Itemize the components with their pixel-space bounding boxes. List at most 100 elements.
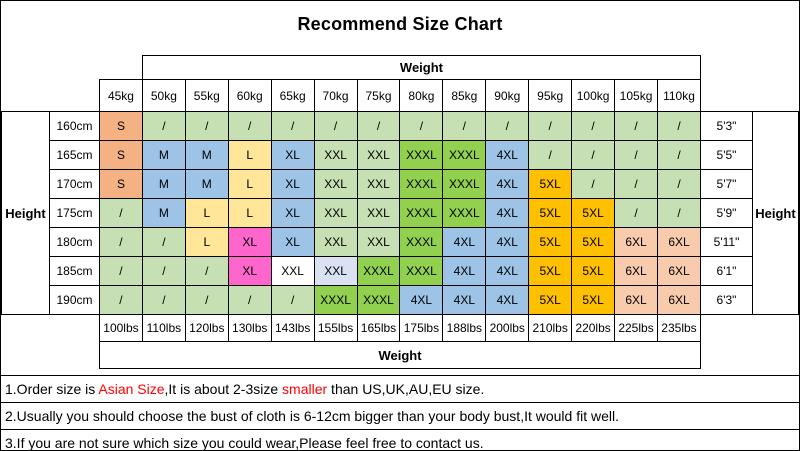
size-cell: 5XL xyxy=(571,227,616,257)
size-cell: 4XL xyxy=(485,140,530,170)
size-cell: 4XL xyxy=(485,227,530,257)
height-ft-label: 5'3" xyxy=(700,111,753,141)
table-row: 190cm / / / / / XXXL XXXL 4XL 4XL 4XL 5XL 5XL 6XL 6XL 6… xyxy=(2,285,799,315)
weight-kg-header: 65kg xyxy=(270,79,315,112)
empty-cell xyxy=(2,315,100,342)
size-cell: / xyxy=(614,169,658,199)
table-row: 175cm / M L L XL XXL XXL XXXL XXXL 4XL 5XL 5XL //5'9" xyxy=(2,198,799,228)
notes-section: 1.Order size is Asian Size,It is about 2… xyxy=(1,375,799,451)
size-cell: 5XL xyxy=(528,227,573,257)
size-cell: S xyxy=(99,140,143,170)
weight-lbs-label: 200lbs xyxy=(485,314,530,342)
weight-lbs-label: 130lbs xyxy=(227,314,272,342)
size-cell: / xyxy=(614,111,658,141)
size-cell: 6XL xyxy=(656,285,702,315)
size-cell: 5XL xyxy=(528,256,573,286)
weight-kg-header: 105kg xyxy=(614,79,658,112)
height-ft-label: 5'11" xyxy=(700,227,753,257)
note-text: 2.Usually you should choose the bust of … xyxy=(5,408,620,424)
size-cell: 4XL xyxy=(442,256,487,286)
table-row: Weight xyxy=(2,55,799,80)
size-cell: XL xyxy=(270,198,315,228)
table-row: 170cm S M M L XL XXL XXL XXXL XXXL 4XL 5XL / //5'7" xyxy=(2,169,799,199)
size-cell: XXL xyxy=(313,256,358,286)
note-text: 1.Order size is xyxy=(5,381,99,397)
size-cell: / xyxy=(141,111,186,141)
weight-kg-header: 60kg xyxy=(227,79,272,112)
weight-kg-header: 50kg xyxy=(141,79,186,112)
weight-lbs-label: 100lbs xyxy=(99,314,143,342)
empty-cell xyxy=(2,80,100,112)
size-cell: / xyxy=(184,285,229,315)
size-cell: 5XL xyxy=(571,285,616,315)
size-cell: XXXL xyxy=(442,140,487,170)
size-cell: / xyxy=(99,285,143,315)
size-cell: XXXL xyxy=(313,285,358,315)
size-cell: XXL xyxy=(313,140,358,170)
size-cell: XXL xyxy=(313,169,358,199)
size-cell: / xyxy=(528,111,573,141)
size-cell: L xyxy=(227,198,272,228)
size-cell: XXXL xyxy=(442,169,487,199)
size-cell: / xyxy=(614,140,658,170)
height-ft-label: 6'1" xyxy=(700,256,753,286)
size-cell: XXL xyxy=(356,198,401,228)
size-cell: M xyxy=(141,198,186,228)
size-cell: XL xyxy=(270,227,315,257)
size-cell: M xyxy=(141,140,186,170)
size-cell: S xyxy=(99,111,143,141)
height-ft-label: 5'9" xyxy=(700,198,753,228)
size-cell: / xyxy=(141,285,186,315)
size-cell: / xyxy=(656,111,702,141)
weight-kg-header: 80kg xyxy=(399,79,444,112)
weight-kg-header: 75kg xyxy=(356,79,401,112)
note-text: 3.If you are not sure which size you cou… xyxy=(5,435,484,451)
height-ft-label: 6'3" xyxy=(700,285,753,315)
size-cell: 5XL xyxy=(528,198,573,228)
size-cell: / xyxy=(99,256,143,286)
weight-lbs-label: 220lbs xyxy=(571,314,616,342)
size-chart-table: Weight 45kg 50kg 55kg 60kg 65kg 70kg 75kg 80kg 85… xyxy=(1,55,799,369)
height-header-left: Height xyxy=(1,111,50,315)
size-cell: 4XL xyxy=(485,169,530,199)
size-cell: / xyxy=(399,111,444,141)
table-row: 165cm S M M L XL XXL XXL XXXL XXXL 4XL / / //5'5" xyxy=(2,140,799,170)
size-cell: XXL xyxy=(270,256,315,286)
weight-lbs-label: 165lbs xyxy=(356,314,401,342)
note-line: 3.If you are not sure which size you cou… xyxy=(1,429,799,451)
size-cell: / xyxy=(571,169,616,199)
size-cell: XXXL xyxy=(399,227,444,257)
height-header-right: Height xyxy=(752,111,799,315)
weight-kg-header: 100kg xyxy=(571,79,616,112)
size-cell: L xyxy=(184,227,229,257)
size-cell: / xyxy=(656,198,702,228)
weight-lbs-label: 175lbs xyxy=(399,314,444,342)
note-line: 2.Usually you should choose the bust of … xyxy=(1,402,799,429)
size-cell: L xyxy=(184,198,229,228)
size-cell: 6XL xyxy=(614,285,658,315)
size-cell: 5XL xyxy=(528,285,573,315)
size-cell: M xyxy=(141,169,186,199)
size-cell: / xyxy=(99,227,143,257)
empty-cell xyxy=(701,342,799,369)
table-row: Weight xyxy=(2,341,799,369)
table-row: 180cm / / L XL XL XXL XXL XXXL 4XL 4XL 5XL 5XL 6XL 6XL… xyxy=(2,227,799,257)
table-row: 185cm / / / XL XXL XXL XXXL XXXL 4XL 4XL 5XL 5XL 6XL 6… xyxy=(2,256,799,286)
size-cell: / xyxy=(485,111,530,141)
note-text-red: Asian Size xyxy=(98,381,165,397)
weight-kg-header: 110kg xyxy=(656,79,702,112)
size-cell: / xyxy=(313,111,358,141)
size-cell: / xyxy=(270,285,315,315)
size-cell: / xyxy=(141,256,186,286)
weight-lbs-label: 110lbs xyxy=(141,314,186,342)
weight-kg-header: 85kg xyxy=(442,79,487,112)
size-cell: / xyxy=(227,285,272,315)
size-cell: 6XL xyxy=(614,256,658,286)
size-cell: XL xyxy=(227,227,272,257)
note-text-red: smaller xyxy=(282,381,328,397)
size-cell: XXXL xyxy=(356,256,401,286)
size-cell: XXXL xyxy=(442,198,487,228)
size-cell: / xyxy=(99,198,143,228)
weight-kg-header: 55kg xyxy=(184,79,229,112)
table-row: Height 160cm S / / / / / / / / / / / //5'3" Height xyxy=(1,111,799,315)
